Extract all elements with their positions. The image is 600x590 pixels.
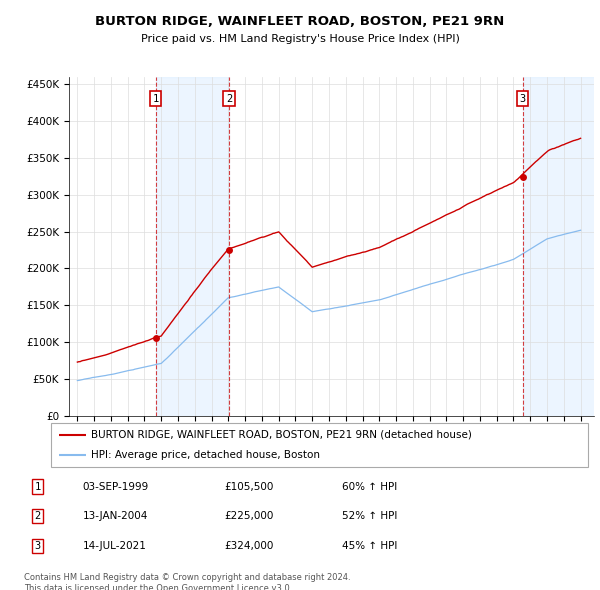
Text: 13-JAN-2004: 13-JAN-2004 (83, 511, 148, 521)
Text: 2: 2 (35, 511, 41, 521)
Text: 1: 1 (152, 94, 159, 104)
Text: £225,000: £225,000 (224, 511, 273, 521)
Text: BURTON RIDGE, WAINFLEET ROAD, BOSTON, PE21 9RN: BURTON RIDGE, WAINFLEET ROAD, BOSTON, PE… (95, 15, 505, 28)
Text: £105,500: £105,500 (224, 481, 273, 491)
Text: 03-SEP-1999: 03-SEP-1999 (83, 481, 149, 491)
Text: 60% ↑ HPI: 60% ↑ HPI (342, 481, 398, 491)
FancyBboxPatch shape (51, 423, 588, 467)
Text: Contains HM Land Registry data © Crown copyright and database right 2024.: Contains HM Land Registry data © Crown c… (24, 573, 350, 582)
Text: 1: 1 (35, 481, 41, 491)
Bar (523, 77, 600, 416)
Text: Price paid vs. HM Land Registry's House Price Index (HPI): Price paid vs. HM Land Registry's House … (140, 34, 460, 44)
Text: 52% ↑ HPI: 52% ↑ HPI (342, 511, 398, 521)
Text: £324,000: £324,000 (224, 541, 273, 551)
Text: 45% ↑ HPI: 45% ↑ HPI (342, 541, 398, 551)
Text: 3: 3 (35, 541, 41, 551)
Text: This data is licensed under the Open Government Licence v3.0.: This data is licensed under the Open Gov… (24, 584, 292, 590)
Text: 3: 3 (520, 94, 526, 104)
Text: 2: 2 (226, 94, 232, 104)
Text: BURTON RIDGE, WAINFLEET ROAD, BOSTON, PE21 9RN (detached house): BURTON RIDGE, WAINFLEET ROAD, BOSTON, PE… (91, 430, 472, 440)
Text: 14-JUL-2021: 14-JUL-2021 (83, 541, 147, 551)
Bar (156, 77, 229, 416)
Text: HPI: Average price, detached house, Boston: HPI: Average price, detached house, Bost… (91, 450, 320, 460)
